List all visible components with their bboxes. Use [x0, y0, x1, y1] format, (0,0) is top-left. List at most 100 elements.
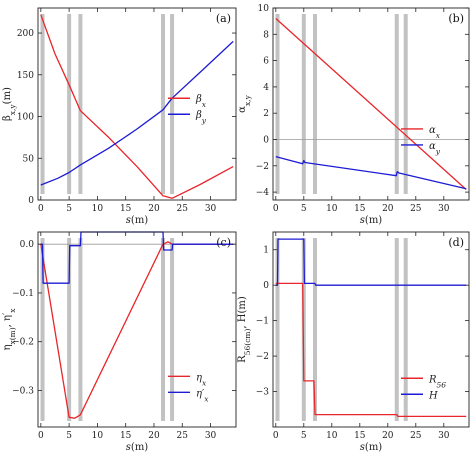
- x-tick-label: 25: [410, 204, 422, 214]
- x-axis-label: s(m): [126, 215, 149, 226]
- element-marker: [170, 238, 175, 421]
- y-tick-label: 1: [263, 246, 269, 256]
- x-axis-label: s(m): [126, 442, 149, 453]
- plot-frame: [272, 231, 470, 428]
- panel-label: (d): [448, 236, 464, 249]
- element-marker: [313, 14, 317, 194]
- x-tick-label: 25: [410, 431, 422, 441]
- panel-label: (b): [448, 12, 464, 25]
- x-tick-label: 20: [148, 204, 160, 214]
- x-tick-label: 15: [354, 204, 366, 214]
- y-axis-label: βx,y(m): [2, 87, 17, 121]
- element-marker: [394, 238, 399, 421]
- element-marker: [170, 14, 175, 194]
- x-tick-label: 5: [66, 204, 72, 214]
- y-tick-label: 10: [258, 4, 270, 14]
- element-marker: [67, 14, 72, 194]
- x-tick-label: 5: [301, 204, 307, 214]
- panel-label: (a): [216, 12, 231, 25]
- x-tick-label: 0: [273, 204, 279, 214]
- legend-label: η′x: [196, 388, 209, 403]
- x-tick-label: 25: [177, 204, 189, 214]
- y-tick-label: −0.2: [12, 338, 34, 348]
- y-tick-label: 4: [263, 83, 269, 93]
- y-axis-label: ηx(m), η′x: [2, 308, 17, 351]
- series-line: [275, 282, 467, 418]
- y-tick-label: −2: [256, 162, 269, 172]
- element-marker: [161, 238, 166, 421]
- x-axis-label: s(m): [360, 215, 383, 226]
- y-tick-label: −0.1: [12, 289, 34, 299]
- x-tick-label: 20: [382, 431, 394, 441]
- element-marker: [275, 238, 280, 421]
- legend-label: αy: [429, 141, 441, 156]
- element-marker: [394, 14, 399, 194]
- element-marker: [40, 238, 45, 421]
- y-tick-label: 150: [17, 71, 34, 81]
- element-marker: [403, 238, 408, 421]
- y-axis-label: R56(cm), H(m): [237, 296, 252, 363]
- x-tick-label: 30: [438, 431, 450, 441]
- legend-label: ηx: [196, 372, 207, 387]
- legend-label: βy: [195, 110, 207, 125]
- element-marker: [78, 14, 83, 194]
- x-tick-label: 15: [120, 431, 132, 441]
- y-tick-label: 0: [263, 136, 269, 146]
- x-axis-label: s(m): [360, 442, 383, 453]
- y-tick-label: 2: [263, 109, 269, 119]
- element-marker: [161, 14, 166, 194]
- x-tick-label: 10: [326, 431, 338, 441]
- legend-label: R56: [428, 374, 446, 389]
- y-tick-label: 0.0: [20, 240, 35, 250]
- plot-frame: [37, 7, 237, 201]
- x-tick-label: 10: [92, 431, 104, 441]
- x-tick-label: 10: [92, 204, 104, 214]
- element-marker: [313, 238, 317, 421]
- element-marker: [301, 14, 306, 194]
- x-tick-label: 0: [38, 204, 44, 214]
- series-line: [275, 238, 467, 286]
- element-marker: [67, 238, 72, 421]
- y-tick-label: −1: [256, 317, 269, 327]
- element-marker: [403, 14, 408, 194]
- element-marker: [40, 14, 45, 194]
- legend-label: αx: [429, 125, 441, 140]
- panel-a: 0 5 10 15 20 25 30 0 50 100 150 200 s(m) βx,y(m) (a) βx…: [2, 7, 237, 226]
- x-tick-label: 20: [148, 431, 160, 441]
- y-tick-label: 6: [263, 57, 269, 67]
- x-tick-label: 30: [205, 204, 217, 214]
- x-tick-label: 0: [273, 431, 279, 441]
- plot-frame: [272, 7, 470, 201]
- panel-label: (c): [216, 236, 231, 249]
- element-marker: [275, 14, 280, 194]
- x-tick-label: 20: [382, 204, 394, 214]
- series-line: [275, 18, 467, 190]
- x-tick-label: 10: [326, 204, 338, 214]
- y-tick-label: −2: [256, 352, 269, 362]
- y-tick-label: 50: [23, 154, 35, 164]
- series-line: [40, 14, 234, 199]
- y-tick-label: 200: [17, 29, 34, 39]
- y-tick-label: −4: [256, 188, 270, 198]
- y-tick-label: 0: [263, 281, 269, 291]
- plot-frame: [37, 231, 237, 428]
- y-tick-label: −0.3: [12, 386, 34, 396]
- series-line: [40, 40, 234, 186]
- x-tick-label: 30: [438, 204, 450, 214]
- legend-label: H: [428, 390, 438, 401]
- series-line: [40, 231, 234, 284]
- y-axis-label: αx,y: [237, 94, 252, 112]
- y-tick-label: 0: [28, 196, 34, 206]
- legend-label: βx: [195, 94, 207, 109]
- y-tick-label: 100: [17, 113, 34, 123]
- x-tick-label: 0: [38, 431, 44, 441]
- y-tick-label: −3: [256, 388, 270, 398]
- element-marker: [78, 238, 83, 421]
- x-tick-label: 5: [301, 431, 307, 441]
- series-line: [275, 155, 467, 190]
- series-line: [40, 241, 234, 419]
- x-tick-label: 15: [120, 204, 132, 214]
